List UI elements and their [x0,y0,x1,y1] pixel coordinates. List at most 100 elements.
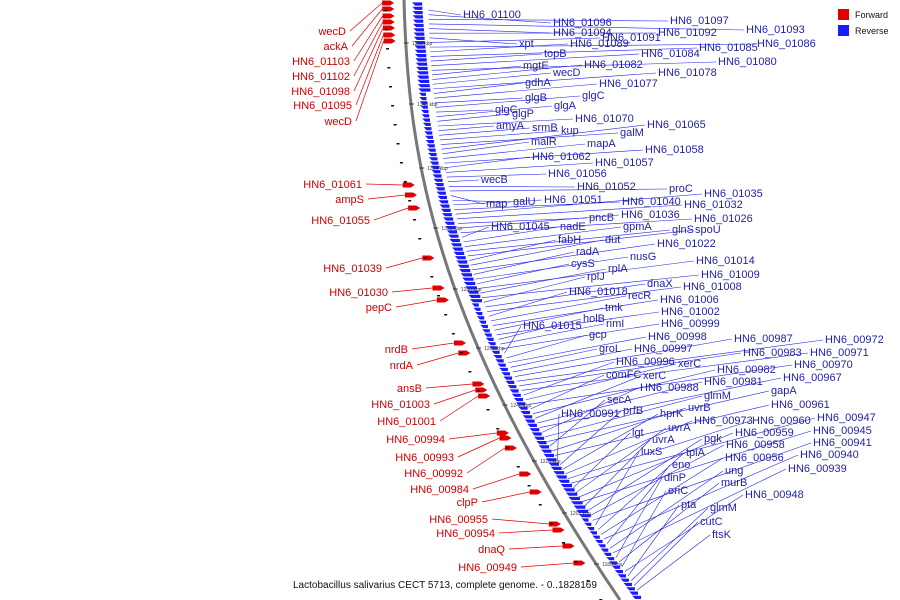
gene-marker [389,86,393,88]
reverse-gene-label: HN6_00983 [743,347,802,359]
reverse-gene-label: HN6_01022 [657,238,716,250]
reverse-leader-lines [428,9,824,591]
gene-marker [527,485,531,487]
reverse-gene-arrow [444,221,455,225]
forward-gene-arrow [504,445,517,451]
reverse-gene-label: HN6_01077 [599,78,658,90]
reverse-gene-arrow [489,346,498,350]
reverse-gene-arrow [422,122,431,126]
forward-gene-arrow [383,32,396,38]
reverse-gene-arrow [487,342,496,346]
reverse-leader-line [473,251,575,275]
reverse-gene-arrow [446,230,458,234]
reverse-leader-line [488,291,568,317]
reverse-leader-line [437,113,511,122]
reverse-gene-label: HN6_00973 [694,415,753,427]
reverse-gene-label: wecD [552,67,581,79]
forward-gene-arrow [562,543,575,549]
reverse-gene-arrow [440,208,451,212]
reverse-leader-line [461,226,490,238]
reverse-gene-arrow [617,574,626,578]
reverse-gene-arrow [412,11,423,15]
forward-leader-line [448,432,497,440]
reverse-gene-arrow [453,251,465,255]
reverse-gene-label: HN6_01015 [523,320,582,332]
reverse-gene-arrow [541,449,552,453]
position-ticks: 1360 kbp 1340 kbp 1320 kbp 1300 kbp 1280 kbp… [403,41,623,568]
forward-leader-line [355,40,384,122]
reverse-leader-line [557,413,560,461]
gene-marker [496,428,500,430]
reverse-gene-arrow [520,410,530,415]
reverse-gene-arrow [543,453,555,458]
forward-gene-label: wecD [317,26,346,38]
forward-gene-label: clpP [457,497,478,509]
reverse-gene-arrow [558,479,570,483]
reverse-leader-line [554,404,770,456]
gene-marker [538,504,542,506]
reverse-leader-line [485,283,646,308]
reverse-gene-label: gdhA [525,77,551,89]
forward-leader-line [353,15,383,62]
reverse-gene-arrow [416,66,428,71]
reverse-gene-label: topB [544,48,567,60]
forward-gene-arrow [408,205,421,211]
reverse-gene-arrow [417,79,430,83]
reverse-gene-arrow [412,6,423,10]
reverse-leader-line [439,127,531,136]
reverse-gene-label: HN6_01014 [696,255,755,267]
forward-gene-arrow [475,387,488,393]
reverse-leader-line [573,432,631,489]
reverse-gene-label: HN6_00972 [825,334,884,346]
reverse-gene-label: HN6_01100 [463,9,521,21]
reverse-gene-arrow [443,217,454,221]
reverse-leader-line [431,61,717,71]
reverse-gene-label: HN6_01094 [553,27,612,39]
forward-gene-arrow [499,435,512,441]
reverse-gene-arrow [614,570,623,574]
reverse-gene-arrow [524,419,535,423]
reverse-leader-line [624,494,744,572]
reverse-gene-label: gcp [589,329,607,341]
forward-gene-label: HN6_01103 [292,56,350,68]
genome-backbone [402,0,622,600]
reverse-gene-label: HN6_01026 [694,213,753,225]
forward-gene-arrows [382,0,603,600]
reverse-leader-line [506,334,588,359]
reverse-gene-label: HN6_01086 [757,38,816,50]
forward-gene-arrow [382,0,395,6]
reverse-leader-line [435,109,494,113]
reverse-gene-label: HN6_00971 [810,347,869,359]
reverse-gene-arrow [429,161,439,165]
reverse-leader-line [476,263,570,285]
reverse-leader-line [528,364,793,405]
forward-gene-arrow [472,381,485,387]
reverse-gene-arrow [413,23,424,28]
reverse-gene-label: HN6_00970 [794,359,853,371]
reverse-gene-label: rimI [606,318,624,330]
reverse-gene-arrow [595,539,603,544]
reverse-gene-arrow [465,286,477,290]
reverse-gene-label: eriC [668,485,688,497]
reverse-leader-line [472,243,656,271]
reverse-leader-line [504,325,522,354]
reverse-gene-label: glmM [710,502,737,514]
reverse-gene-label: amyA [496,120,525,132]
reverse-gene-arrow [511,393,521,397]
reverse-gene-arrow [518,406,528,410]
forward-leader-line [481,491,530,503]
forward-gene-label: ampS [335,194,364,206]
gene-marker [451,333,455,335]
reverse-gene-arrow [439,204,450,208]
forward-gene-label: HN6_00984 [410,484,469,496]
gene-marker [396,143,400,145]
reverse-gene-arrow [441,213,452,217]
reverse-gene-label: HN6_01097 [670,15,729,27]
reverse-gene-label: dnaX [647,278,673,290]
reverse-leader-line [630,507,709,581]
reverse-leader-line [487,286,682,312]
reverse-gene-arrow [568,496,580,501]
reverse-leader-line [496,311,660,336]
reverse-leader-line [434,83,598,99]
reverse-leader-line [430,43,569,53]
